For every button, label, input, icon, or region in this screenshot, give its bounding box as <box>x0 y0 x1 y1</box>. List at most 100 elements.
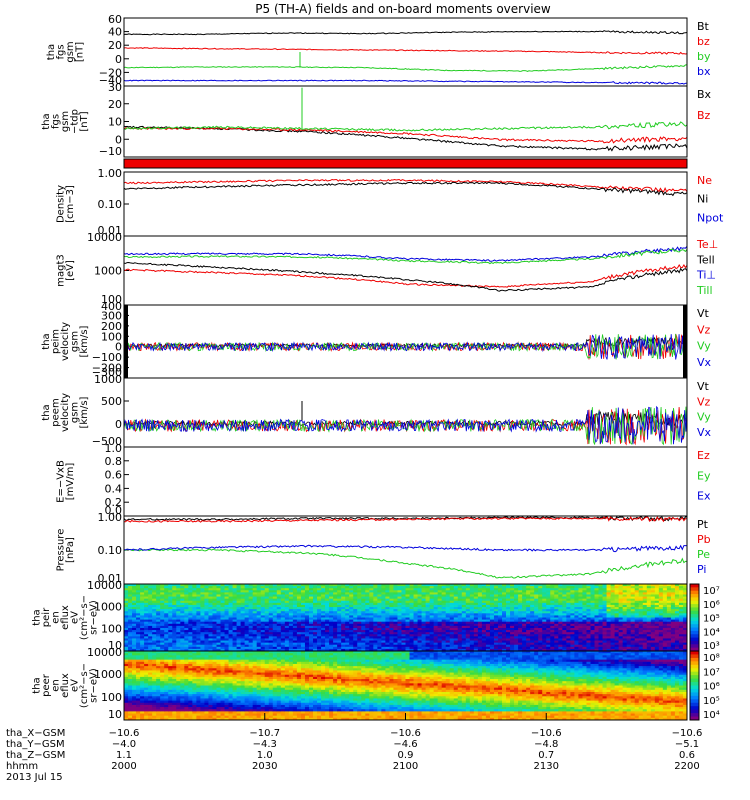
heatmap-cell-8 <box>244 636 250 639</box>
heatmap-cell-8 <box>264 619 270 623</box>
heatmap-cell-8 <box>296 623 302 627</box>
heatmap-cell-8 <box>176 604 181 608</box>
heatmap-cell-8 <box>256 609 262 612</box>
heatmap-cell-8 <box>196 592 201 595</box>
heatmap-cell-8 <box>156 592 161 595</box>
heatmap-cell-8 <box>333 609 338 612</box>
heatmap-cell-8 <box>296 607 302 610</box>
heatmap-cell-8 <box>192 617 197 621</box>
heatmap-cell-8 <box>136 604 141 608</box>
heatmap-cell-8 <box>268 632 274 635</box>
heatmap-cell-8 <box>345 602 350 606</box>
heatmap-cell-8 <box>184 592 189 595</box>
heatmap-cell-8 <box>204 615 209 618</box>
heatmap-cell-8 <box>172 625 177 629</box>
heatmap-cell-8 <box>276 640 282 644</box>
heatmap-cell-8 <box>172 584 177 587</box>
heatmap-cell-8 <box>128 634 133 637</box>
heatmap-cell-8 <box>156 602 161 606</box>
heatmap-cell-8 <box>353 609 358 612</box>
heatmap-cell-8 <box>296 646 302 650</box>
heatmap-cell-8 <box>180 619 185 623</box>
heatmap-cell-8 <box>341 613 346 616</box>
heatmap-cell-8 <box>160 600 165 604</box>
heatmap-cell-8 <box>313 640 318 644</box>
heatmap-cell-8 <box>304 627 310 631</box>
heatmap-cell-8 <box>353 638 358 642</box>
heatmap-cell-8 <box>300 607 306 610</box>
heatmap-cell-8 <box>353 642 358 646</box>
heatmap-cell-8 <box>168 602 173 606</box>
heatmap-cell-8 <box>252 623 258 627</box>
heatmap-cell-8 <box>248 646 254 650</box>
heatmap-cell-8 <box>132 617 137 621</box>
heatmap-cell-8 <box>168 613 173 616</box>
colorbar-segment-8 <box>690 620 699 625</box>
heatmap-cell-8 <box>152 619 157 623</box>
heatmap-cell-8 <box>321 623 326 627</box>
heatmap-cell-8 <box>276 611 282 614</box>
trace-7-1 <box>124 515 688 523</box>
heatmap-cell-8 <box>280 600 286 604</box>
heatmap-cell-8 <box>288 592 294 595</box>
heatmap-cell-8 <box>272 638 278 642</box>
ylabel-2-1: [cm−3] <box>65 185 76 223</box>
heatmap-cell-8 <box>256 630 262 633</box>
heatmap-cell-8 <box>224 590 230 593</box>
heatmap-cell-8 <box>341 648 346 652</box>
heatmap-cell-8 <box>296 621 302 625</box>
heatmap-cell-8 <box>268 619 274 623</box>
heatmap-cell-8 <box>304 619 310 623</box>
heatmap-cell-8 <box>152 598 157 602</box>
heatmap-cell-8 <box>365 588 370 591</box>
heatmap-cell-8 <box>204 594 209 598</box>
heatmap-cell-8 <box>325 611 330 614</box>
heatmap-cell-8 <box>357 621 362 625</box>
heatmap-cell-8 <box>260 627 266 631</box>
heatmap-cell-8 <box>216 632 222 635</box>
heatmap-cell-8 <box>148 632 153 635</box>
colorbar-segment-8 <box>690 607 699 612</box>
heatmap-cell-8 <box>284 636 290 639</box>
heatmap-cell-8 <box>124 640 129 644</box>
heatmap-cell-8 <box>288 634 294 637</box>
heatmap-cell-8 <box>329 640 334 644</box>
heatmap-cell-8 <box>304 594 310 598</box>
heatmap-cell-8 <box>300 623 306 627</box>
heatmap-cell-8 <box>216 634 222 637</box>
heatmap-cell-8 <box>256 586 262 589</box>
heatmap-cell-8 <box>248 596 254 600</box>
heatmap-cell-8 <box>369 644 374 648</box>
heatmap-cell-8 <box>172 617 177 621</box>
heatmap-cell-8 <box>188 600 193 604</box>
heatmap-cell-8 <box>313 598 318 602</box>
heatmap-cell-8 <box>184 611 189 614</box>
heatmap-cell-8 <box>325 619 330 623</box>
heatmap-cell-8 <box>264 602 270 606</box>
heatmap-cell-8 <box>196 586 201 589</box>
heatmap-cell-8 <box>168 638 173 642</box>
heatmap-cell-8 <box>264 640 270 644</box>
heatmap-cell-8 <box>240 640 246 644</box>
heatmap-cell-8 <box>148 613 153 616</box>
heatmap-cell-8 <box>325 598 330 602</box>
heatmap-cell-8 <box>313 621 318 625</box>
heatmap-cell-8 <box>300 619 306 623</box>
heatmap-cell-8 <box>124 592 129 595</box>
heatmap-cell-8 <box>224 627 230 631</box>
heatmap-cell-8 <box>156 586 161 589</box>
heatmap-cell-8 <box>212 600 217 604</box>
heatmap-cell-8 <box>256 636 262 639</box>
ylabel-0-0: tha <box>46 44 57 60</box>
heatmap-cell-8 <box>296 630 302 633</box>
heatmap-cell-8 <box>200 619 205 623</box>
heatmap-cell-8 <box>288 602 294 606</box>
heatmap-cell-8 <box>220 594 226 598</box>
heatmap-cell-8 <box>196 648 201 652</box>
heatmap-cell-8 <box>232 617 238 621</box>
heatmap-cell-8 <box>284 588 290 591</box>
heatmap-cell-8 <box>128 604 133 608</box>
colorbar-segment-8 <box>690 597 699 602</box>
heatmap-cell-8 <box>228 598 234 602</box>
